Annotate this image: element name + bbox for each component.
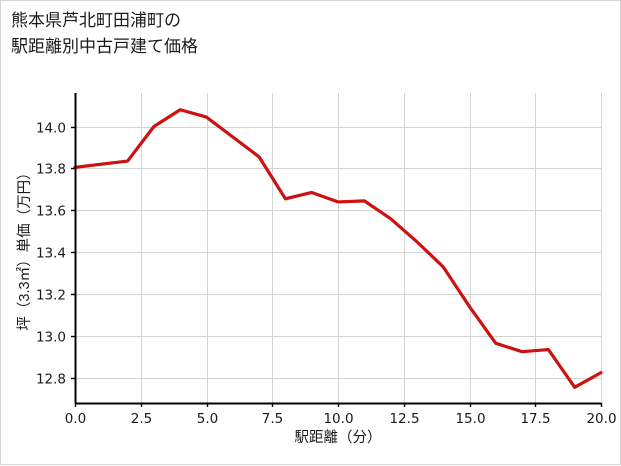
- y-tick-label: 13.0: [36, 330, 66, 346]
- x-axis-title: 駅距離（分）: [295, 428, 382, 446]
- x-tick-label: 20.0: [586, 411, 616, 427]
- y-tick-marks: [71, 126, 75, 380]
- y-tick-label: 13.8: [36, 162, 66, 178]
- x-tick-label: 15.0: [455, 411, 485, 427]
- data-series-line: [73, 108, 603, 389]
- x-tick-label: 0.0: [65, 411, 86, 427]
- y-axis-title: 坪（3.3㎡）単価（万円）: [16, 165, 33, 330]
- y-tick-label: 13.6: [36, 204, 66, 220]
- y-tick-label: 13.4: [36, 246, 66, 262]
- x-tick-label: 5.0: [197, 411, 218, 427]
- x-tick-labels: 0.0 2.5 5.0 7.5 10.0 12.5 15.0 17.5 20.0: [65, 411, 617, 427]
- x-tick-label: 12.5: [389, 411, 419, 427]
- x-tick-label: 2.5: [131, 411, 152, 427]
- y-tick-label: 12.8: [36, 372, 66, 388]
- y-tick-label: 13.2: [36, 288, 66, 304]
- y-tick-label: 14.0: [36, 121, 66, 137]
- x-tick-label: 7.5: [262, 411, 283, 427]
- y-tick-labels: 12.8 13.0 13.2 13.4 13.6 13.8 14.0: [36, 121, 66, 388]
- x-tick-marks: [74, 403, 603, 407]
- x-tick-label: 17.5: [520, 411, 550, 427]
- x-tick-label: 10.0: [323, 411, 353, 427]
- page-title: 熊本県芦北町田浦町の 駅距離別中古戸建て価格: [11, 11, 198, 56]
